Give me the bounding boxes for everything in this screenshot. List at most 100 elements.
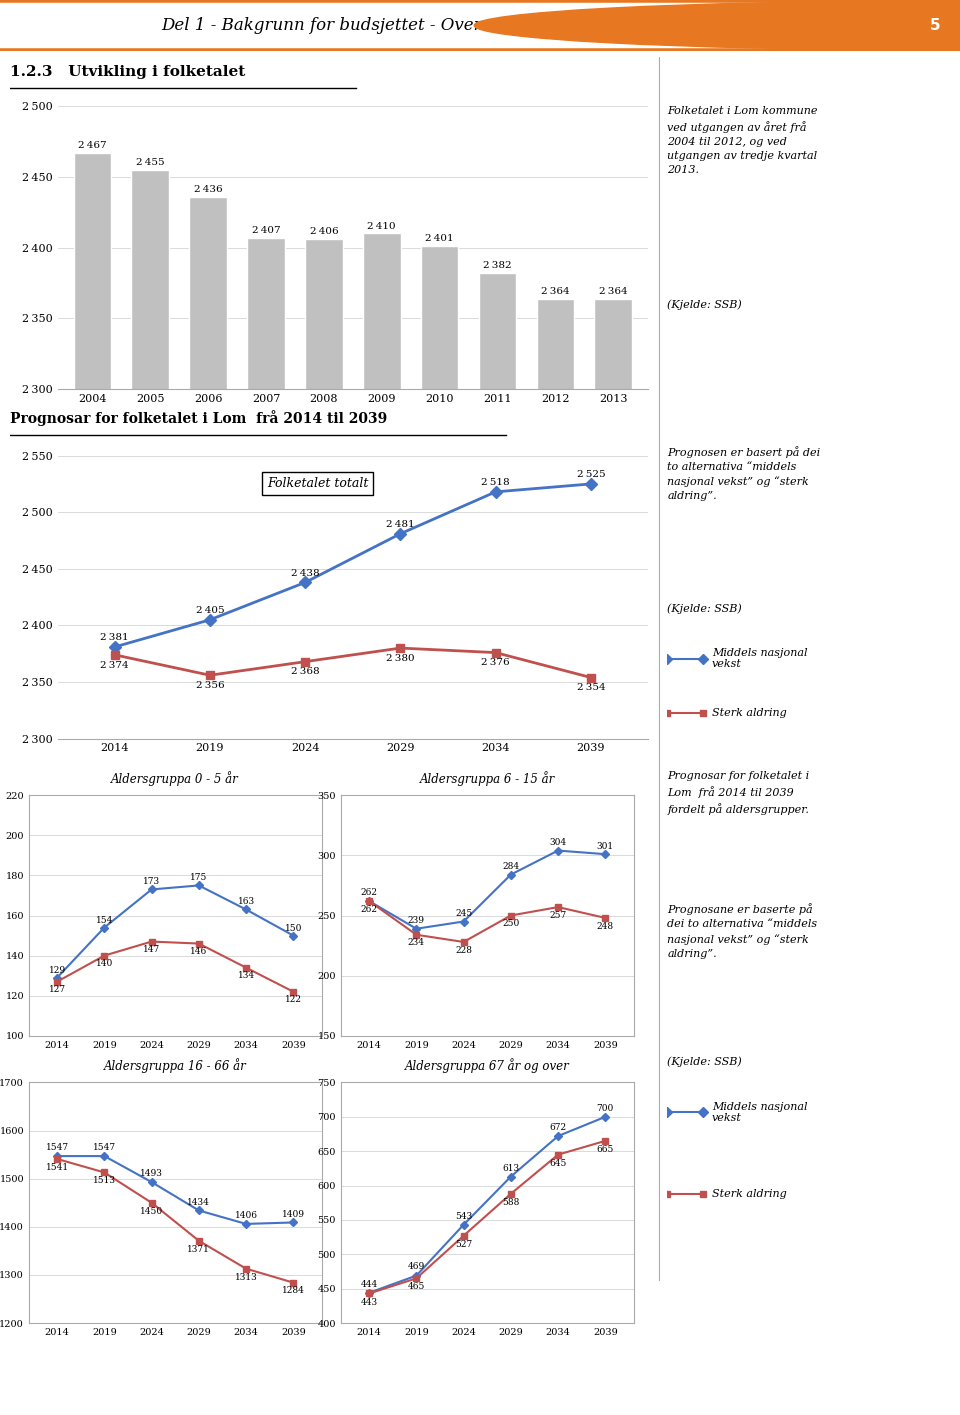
Text: 127: 127 <box>49 985 65 993</box>
Text: 444: 444 <box>361 1279 378 1289</box>
Text: 588: 588 <box>502 1199 519 1207</box>
Text: 1313: 1313 <box>234 1272 257 1282</box>
Text: 1450: 1450 <box>140 1207 163 1215</box>
Text: Folketalet i Lom kommune
ved utgangen av året frå
2004 til 2012, og ved
utgangen: Folketalet i Lom kommune ved utgangen av… <box>667 106 818 175</box>
Text: 2 525: 2 525 <box>577 470 605 480</box>
Text: 2 481: 2 481 <box>386 521 415 529</box>
Text: Aldersgruppa 6 - 15 år: Aldersgruppa 6 - 15 år <box>420 771 555 785</box>
Text: 2 374: 2 374 <box>101 661 129 669</box>
Text: 5: 5 <box>929 18 941 33</box>
Text: 2 364: 2 364 <box>599 287 628 296</box>
Text: Del 1 - Bakgrunn for budsjettet - Overordna styringssignal og utvikling: Del 1 - Bakgrunn for budsjettet - Overor… <box>161 17 760 34</box>
Text: 129: 129 <box>49 965 65 975</box>
Text: Middels nasjonal
vekst: Middels nasjonal vekst <box>711 1102 807 1124</box>
Text: 146: 146 <box>190 947 207 955</box>
Text: 1.2.3   Utvikling i folketalet: 1.2.3 Utvikling i folketalet <box>10 65 245 79</box>
Text: 248: 248 <box>597 921 613 931</box>
Text: 262: 262 <box>361 904 377 914</box>
Bar <box>305 239 343 1415</box>
Text: 1284: 1284 <box>282 1286 304 1296</box>
Text: 2 410: 2 410 <box>368 222 396 231</box>
Text: 2 401: 2 401 <box>425 235 454 243</box>
Text: 1547: 1547 <box>45 1143 69 1152</box>
Text: 250: 250 <box>502 920 519 928</box>
Text: 1541: 1541 <box>45 1163 69 1172</box>
Text: 2 406: 2 406 <box>309 228 338 236</box>
Text: Prognosar for folketalet i Lom  frå 2014 til 2039: Prognosar for folketalet i Lom frå 2014 … <box>10 410 387 426</box>
Text: 469: 469 <box>408 1262 425 1272</box>
Text: 1493: 1493 <box>140 1169 163 1179</box>
Text: Sterk aldring: Sterk aldring <box>711 1189 786 1199</box>
Bar <box>479 273 516 1415</box>
Text: 163: 163 <box>237 897 254 907</box>
Text: 665: 665 <box>596 1145 614 1155</box>
Bar <box>74 153 111 1415</box>
Circle shape <box>474 1 960 50</box>
Text: 150: 150 <box>284 924 302 932</box>
Text: 175: 175 <box>190 873 207 883</box>
Bar <box>363 233 400 1415</box>
Text: 645: 645 <box>549 1159 566 1167</box>
Bar <box>132 170 169 1415</box>
Text: 134: 134 <box>237 971 254 979</box>
Text: (Kjelde: SSB): (Kjelde: SSB) <box>667 1057 742 1067</box>
Text: (Kjelde: SSB): (Kjelde: SSB) <box>667 604 742 614</box>
Text: 122: 122 <box>285 995 301 1003</box>
Text: 543: 543 <box>455 1211 472 1221</box>
Text: Middels nasjonal
vekst: Middels nasjonal vekst <box>711 648 807 669</box>
Text: 1371: 1371 <box>187 1245 210 1254</box>
Text: 443: 443 <box>361 1298 377 1306</box>
Bar <box>594 299 632 1415</box>
Text: 1547: 1547 <box>93 1143 116 1152</box>
Text: 2 381: 2 381 <box>101 634 129 642</box>
Text: 613: 613 <box>502 1163 519 1173</box>
Text: Aldersgruppa 0 - 5 år: Aldersgruppa 0 - 5 år <box>111 771 239 785</box>
Text: 2 376: 2 376 <box>481 658 510 668</box>
Text: Folketalet totalt: Folketalet totalt <box>267 477 368 491</box>
Text: 2 467: 2 467 <box>78 142 107 150</box>
Text: 284: 284 <box>502 862 519 872</box>
Text: 700: 700 <box>596 1104 613 1112</box>
Text: 140: 140 <box>96 958 113 968</box>
Text: 301: 301 <box>597 842 613 850</box>
Text: 228: 228 <box>455 945 472 955</box>
Text: 2 354: 2 354 <box>577 683 605 692</box>
Text: (Kjelde: SSB): (Kjelde: SSB) <box>667 300 742 310</box>
Text: Prognosar for folketalet i
Lom  frå 2014 til 2039
fordelt på aldersgrupper.: Prognosar for folketalet i Lom frå 2014 … <box>667 771 809 815</box>
Text: Aldersgruppa 67 år og over: Aldersgruppa 67 år og over <box>405 1058 569 1073</box>
Text: 672: 672 <box>549 1124 566 1132</box>
Text: Prognosen er basert på dei
to alternativa “middels
nasjonal vekst” og “sterk
ald: Prognosen er basert på dei to alternativ… <box>667 446 821 501</box>
Text: 2 356: 2 356 <box>196 681 225 691</box>
Bar <box>247 238 285 1415</box>
Text: 154: 154 <box>96 916 113 924</box>
Text: 2 382: 2 382 <box>483 262 512 270</box>
Text: 2 455: 2 455 <box>136 158 164 167</box>
Text: 2 380: 2 380 <box>386 654 415 662</box>
Text: 2 436: 2 436 <box>194 185 223 194</box>
Text: 1409: 1409 <box>282 1210 304 1218</box>
Text: 2 438: 2 438 <box>291 569 320 577</box>
Text: 304: 304 <box>549 838 566 848</box>
Text: 1434: 1434 <box>187 1197 210 1207</box>
Text: 147: 147 <box>143 945 160 954</box>
Text: 239: 239 <box>408 916 425 925</box>
Text: Sterk aldring: Sterk aldring <box>711 709 786 719</box>
Text: 234: 234 <box>408 938 425 948</box>
Text: 2 368: 2 368 <box>291 668 320 676</box>
Bar <box>420 246 459 1415</box>
Text: 173: 173 <box>143 877 160 886</box>
Text: 2 407: 2 407 <box>252 226 280 235</box>
Text: 245: 245 <box>455 908 472 918</box>
Text: 527: 527 <box>455 1240 472 1249</box>
Text: 2 405: 2 405 <box>196 606 225 616</box>
Text: 1513: 1513 <box>93 1176 116 1186</box>
Bar <box>537 299 574 1415</box>
Text: 2 518: 2 518 <box>481 478 510 487</box>
Bar <box>189 197 227 1415</box>
Text: Prognosane er baserte på
dei to alternativa “middels
nasjonal vekst” og “sterk
a: Prognosane er baserte på dei to alternat… <box>667 904 817 958</box>
Text: Aldersgruppa 16 - 66 år: Aldersgruppa 16 - 66 år <box>104 1058 247 1073</box>
Text: 1406: 1406 <box>234 1211 257 1220</box>
Text: 2 364: 2 364 <box>541 287 569 296</box>
Text: 262: 262 <box>361 889 377 897</box>
Text: 257: 257 <box>549 911 566 920</box>
